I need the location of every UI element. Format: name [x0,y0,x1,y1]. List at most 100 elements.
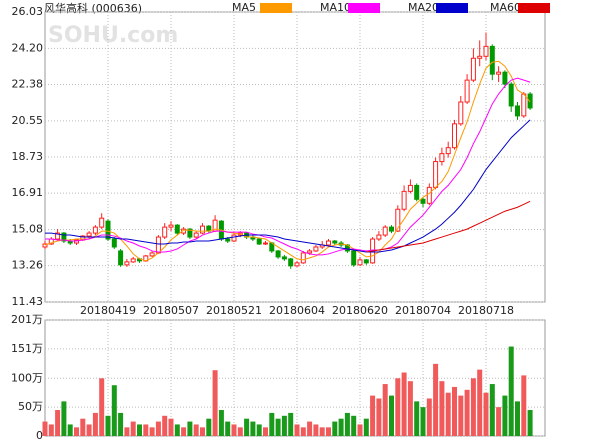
volume-bar [407,381,413,436]
volume-tick-label: 201万 [11,313,43,326]
volume-bar [225,421,231,436]
volume-bar [357,424,363,436]
volume-bar [42,421,48,436]
x-tick-label: 20180604 [269,304,325,317]
candle-body [55,232,61,240]
legend-label: MA10 [320,1,351,14]
volume-bar [193,424,199,436]
volume-bar [294,424,300,436]
candle-body [225,238,231,242]
volume-bar [231,424,237,436]
candle-body [414,184,420,200]
candle-body [313,246,319,252]
candle-body [401,190,407,210]
candle-body [118,250,124,266]
volume-bar [61,401,67,436]
watermark: SOHU.com [48,23,178,48]
volume-bar [55,410,61,436]
volume-bar [426,398,432,436]
candle-body [470,57,476,81]
volume-bar [162,415,168,436]
volume-bar [338,418,344,436]
candle-body [149,252,155,257]
volume-bar [483,392,489,436]
volume-bar [218,410,224,436]
volume-bar [439,381,445,436]
volume-bar [502,395,508,436]
volume-bar [269,412,275,436]
candle-body [489,45,495,75]
candle-body [307,250,313,254]
candle-body [426,186,432,204]
legend-swatch [260,3,292,13]
volume-bar [363,418,369,436]
volume-bar [307,421,313,436]
volume-bar [80,418,86,436]
legend-swatch [518,3,550,13]
candle-body [508,83,514,107]
volume-bar [445,392,451,436]
volume-bar [244,418,250,436]
volume-bar [433,363,439,436]
volume-bar [237,427,243,436]
candle-body [300,252,306,264]
candle-body [193,232,199,238]
y-tick-label: 15.08 [12,223,44,236]
volume-bar [92,412,98,436]
volume-bar [452,386,457,436]
candle-body [363,259,369,264]
candle-body [168,224,174,228]
ma-line [366,200,531,253]
candle-body [389,226,394,232]
candle-body [527,93,533,109]
volume-bar [149,427,155,436]
candle-body [357,259,363,266]
candle-body [458,101,464,125]
candle-body [294,262,300,267]
x-tick-label: 20180419 [80,304,136,317]
volume-bar [326,427,331,436]
candle-body [382,226,388,236]
volume-bar [344,412,350,436]
volume-bar [351,415,357,436]
volume-bar [370,395,376,436]
y-tick-label: 22.38 [12,78,44,91]
volume-bar [118,412,124,436]
candle-body [376,234,382,240]
volume-bar [313,424,319,436]
candle-body [86,232,92,237]
candle-body [111,238,117,248]
volume-bar [250,421,256,436]
legend-swatch [348,3,380,13]
candle-body [200,225,205,234]
volume-bar [99,378,105,436]
volume-bar [256,424,262,436]
volume-bar [187,421,193,436]
candle-body [61,232,67,242]
y-tick-label: 20.55 [12,114,44,127]
volume-bar [105,415,111,436]
volume-tick-label: 151万 [11,342,43,355]
candle-body [99,217,105,228]
volume-bar [275,418,281,436]
candle-body [452,123,457,149]
volume-bar [319,427,325,436]
volume-bar [458,395,464,436]
volume-bar [464,389,470,436]
volume-bar [48,424,54,436]
candle-body [445,147,451,155]
volume-bar [496,407,502,436]
volume-bar [130,421,136,436]
volume-bar [86,424,92,436]
volume-bar [288,412,294,436]
candle-body [174,224,180,234]
volume-bar [155,421,161,436]
volume-bar [521,375,527,436]
volume-bar [263,427,268,436]
volume-bar [515,401,520,436]
ma-line [44,60,531,262]
volume-bar [111,385,117,436]
candle-body [275,250,281,258]
legend-label: MA20 [408,1,439,14]
